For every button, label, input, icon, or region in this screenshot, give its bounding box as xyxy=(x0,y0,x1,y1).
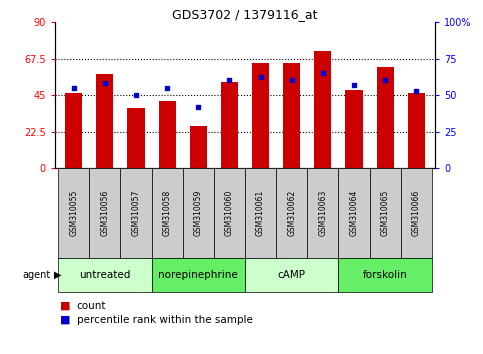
Text: count: count xyxy=(77,301,106,311)
Bar xyxy=(183,168,214,258)
Bar xyxy=(58,258,152,292)
Text: GSM310065: GSM310065 xyxy=(381,190,390,236)
Text: ▶: ▶ xyxy=(54,270,61,280)
Text: GSM310062: GSM310062 xyxy=(287,190,296,236)
Title: GDS3702 / 1379116_at: GDS3702 / 1379116_at xyxy=(172,8,318,21)
Text: GSM310056: GSM310056 xyxy=(100,190,109,236)
Text: GSM310057: GSM310057 xyxy=(131,190,141,236)
Bar xyxy=(245,168,276,258)
Bar xyxy=(408,93,425,168)
Bar xyxy=(89,168,120,258)
Bar xyxy=(65,93,82,168)
Text: GSM310060: GSM310060 xyxy=(225,190,234,236)
Text: norepinephrine: norepinephrine xyxy=(158,270,238,280)
Text: GSM310066: GSM310066 xyxy=(412,190,421,236)
Text: GSM310061: GSM310061 xyxy=(256,190,265,236)
Bar xyxy=(377,67,394,168)
Bar xyxy=(190,126,207,168)
Text: cAMP: cAMP xyxy=(278,270,306,280)
Bar xyxy=(369,168,401,258)
Bar xyxy=(152,258,245,292)
Bar xyxy=(152,168,183,258)
Text: GSM310063: GSM310063 xyxy=(318,190,327,236)
Bar xyxy=(58,168,89,258)
Bar xyxy=(252,63,269,168)
Bar xyxy=(314,51,331,168)
Bar xyxy=(276,168,307,258)
Text: ■: ■ xyxy=(60,315,71,325)
Bar xyxy=(345,90,363,168)
Text: GSM310059: GSM310059 xyxy=(194,190,203,236)
Bar xyxy=(339,258,432,292)
Bar xyxy=(96,74,114,168)
Bar xyxy=(401,168,432,258)
Text: GSM310055: GSM310055 xyxy=(69,190,78,236)
Bar xyxy=(214,168,245,258)
Bar xyxy=(158,102,176,168)
Bar xyxy=(245,258,339,292)
Text: GSM310064: GSM310064 xyxy=(350,190,358,236)
Bar xyxy=(339,168,369,258)
Text: forskolin: forskolin xyxy=(363,270,408,280)
Text: untreated: untreated xyxy=(79,270,130,280)
Text: GSM310058: GSM310058 xyxy=(163,190,171,236)
Bar xyxy=(221,82,238,168)
Text: ■: ■ xyxy=(60,301,71,311)
Bar xyxy=(128,108,144,168)
Text: percentile rank within the sample: percentile rank within the sample xyxy=(77,315,253,325)
Text: agent: agent xyxy=(22,270,50,280)
Bar xyxy=(120,168,152,258)
Bar xyxy=(307,168,339,258)
Bar xyxy=(283,63,300,168)
